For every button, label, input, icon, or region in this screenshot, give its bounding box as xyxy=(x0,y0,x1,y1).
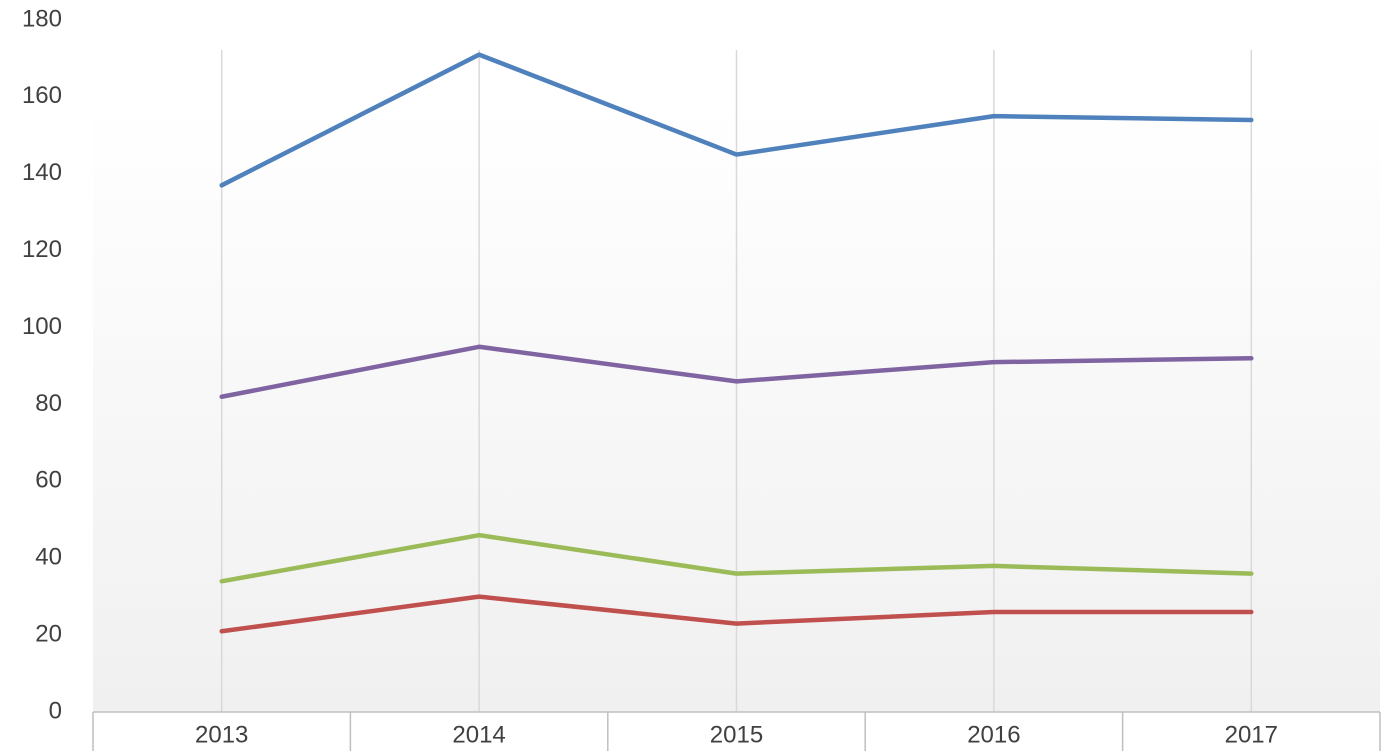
y-tick-label: 120 xyxy=(22,236,62,263)
y-tick-label: 40 xyxy=(35,544,62,571)
line-series xyxy=(219,532,1254,584)
y-tick-label: 20 xyxy=(35,620,62,647)
x-tick-label: 2017 xyxy=(1225,721,1278,748)
line-series xyxy=(219,52,1254,188)
y-tick-label: 160 xyxy=(22,82,62,109)
x-tick-label: 2013 xyxy=(195,721,248,748)
y-tick-label: 140 xyxy=(22,159,62,186)
x-tick-label: 2015 xyxy=(710,721,763,748)
y-tick-label: 80 xyxy=(35,390,62,417)
x-tick-label: 2016 xyxy=(967,721,1020,748)
y-tick-label: 100 xyxy=(22,313,62,340)
y-tick-label: 180 xyxy=(22,5,62,32)
y-tick-label: 60 xyxy=(35,467,62,494)
y-tick-label: 0 xyxy=(49,697,62,724)
x-tick-label: 2014 xyxy=(452,721,505,748)
line-series xyxy=(219,344,1254,400)
line-series xyxy=(219,594,1254,634)
